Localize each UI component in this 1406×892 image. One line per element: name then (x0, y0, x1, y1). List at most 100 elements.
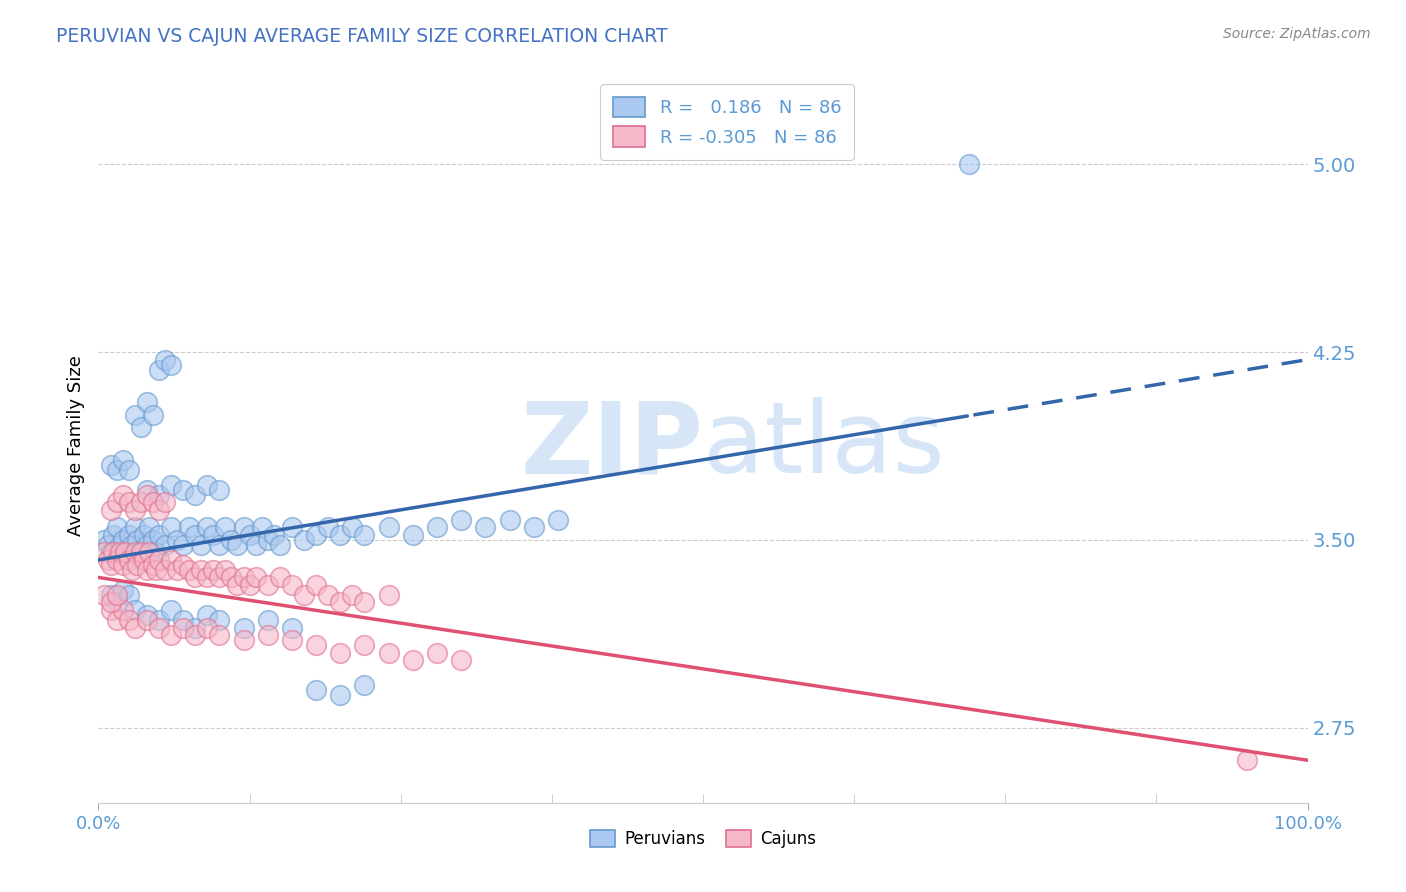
Point (226, 538, 249, 552)
Point (93, 533, 115, 547)
Point (124, 503, 146, 517)
Point (111, 488, 134, 502)
Point (353, 678, 375, 692)
Point (195, 570, 218, 584)
Point (105, 520, 128, 534)
Point (208, 570, 231, 584)
Point (118, 588, 141, 602)
Point (148, 488, 170, 502)
Point (172, 613, 194, 627)
Point (108, 545, 131, 559)
Point (97, 553, 120, 567)
Point (148, 613, 170, 627)
Point (100, 458, 122, 472)
Y-axis label: Average Family Size: Average Family Size (66, 356, 84, 536)
Point (127, 533, 149, 547)
Point (214, 520, 236, 534)
Point (239, 528, 262, 542)
Point (166, 563, 188, 577)
Point (138, 545, 160, 559)
Point (316, 588, 339, 602)
Point (208, 613, 231, 627)
Point (105, 495, 128, 509)
Point (129, 495, 152, 509)
Point (256, 533, 278, 547)
Point (129, 545, 152, 559)
Point (547, 513, 569, 527)
Point (329, 646, 352, 660)
Text: ZIP: ZIP (520, 398, 703, 494)
Point (1236, 753, 1258, 767)
Point (160, 628, 183, 642)
Point (160, 358, 183, 372)
Point (100, 588, 122, 602)
Point (124, 603, 146, 617)
Point (118, 613, 141, 627)
Point (195, 607, 218, 622)
Point (226, 578, 249, 592)
Point (195, 621, 218, 635)
Point (134, 553, 156, 567)
Point (105, 613, 128, 627)
Point (148, 528, 170, 542)
Point (190, 563, 212, 577)
Point (118, 528, 141, 542)
Point (221, 533, 243, 547)
Point (179, 563, 201, 577)
Point (305, 638, 328, 652)
Point (105, 588, 128, 602)
Point (523, 520, 546, 534)
Point (179, 520, 201, 534)
Point (135, 483, 157, 497)
Point (329, 595, 352, 609)
Point (153, 352, 176, 367)
Point (450, 653, 472, 667)
Point (957, 157, 980, 171)
Point (148, 503, 170, 517)
Point (100, 595, 122, 609)
Point (172, 558, 194, 572)
Point (342, 520, 364, 534)
Point (281, 621, 304, 635)
Point (402, 653, 425, 667)
Point (124, 408, 146, 422)
Point (353, 595, 375, 609)
Point (305, 528, 328, 542)
Point (145, 545, 167, 559)
Point (256, 578, 278, 592)
Point (305, 578, 328, 592)
Point (263, 528, 285, 542)
Point (160, 478, 183, 492)
Point (256, 613, 278, 627)
Point (172, 483, 194, 497)
Point (498, 513, 520, 527)
Point (160, 553, 183, 567)
Legend: Peruvians, Cajuns: Peruvians, Cajuns (583, 823, 823, 855)
Text: PERUVIAN VS CAJUN AVERAGE FAMILY SIZE CORRELATION CHART: PERUVIAN VS CAJUN AVERAGE FAMILY SIZE CO… (56, 27, 668, 45)
Point (245, 538, 267, 552)
Point (142, 558, 165, 572)
Point (474, 520, 496, 534)
Point (232, 621, 254, 635)
Point (111, 582, 134, 597)
Point (142, 408, 165, 422)
Point (148, 621, 170, 635)
Point (100, 603, 122, 617)
Point (160, 520, 183, 534)
Point (93, 588, 115, 602)
Text: atlas: atlas (703, 398, 945, 494)
Point (135, 538, 157, 552)
Point (208, 538, 231, 552)
Point (111, 558, 134, 572)
Point (202, 563, 225, 577)
Point (153, 563, 176, 577)
Point (124, 545, 146, 559)
Point (111, 452, 134, 467)
Point (281, 520, 304, 534)
Point (121, 538, 143, 552)
Point (118, 553, 141, 567)
Point (135, 488, 157, 502)
Point (100, 558, 122, 572)
Point (121, 563, 143, 577)
Point (129, 545, 152, 559)
